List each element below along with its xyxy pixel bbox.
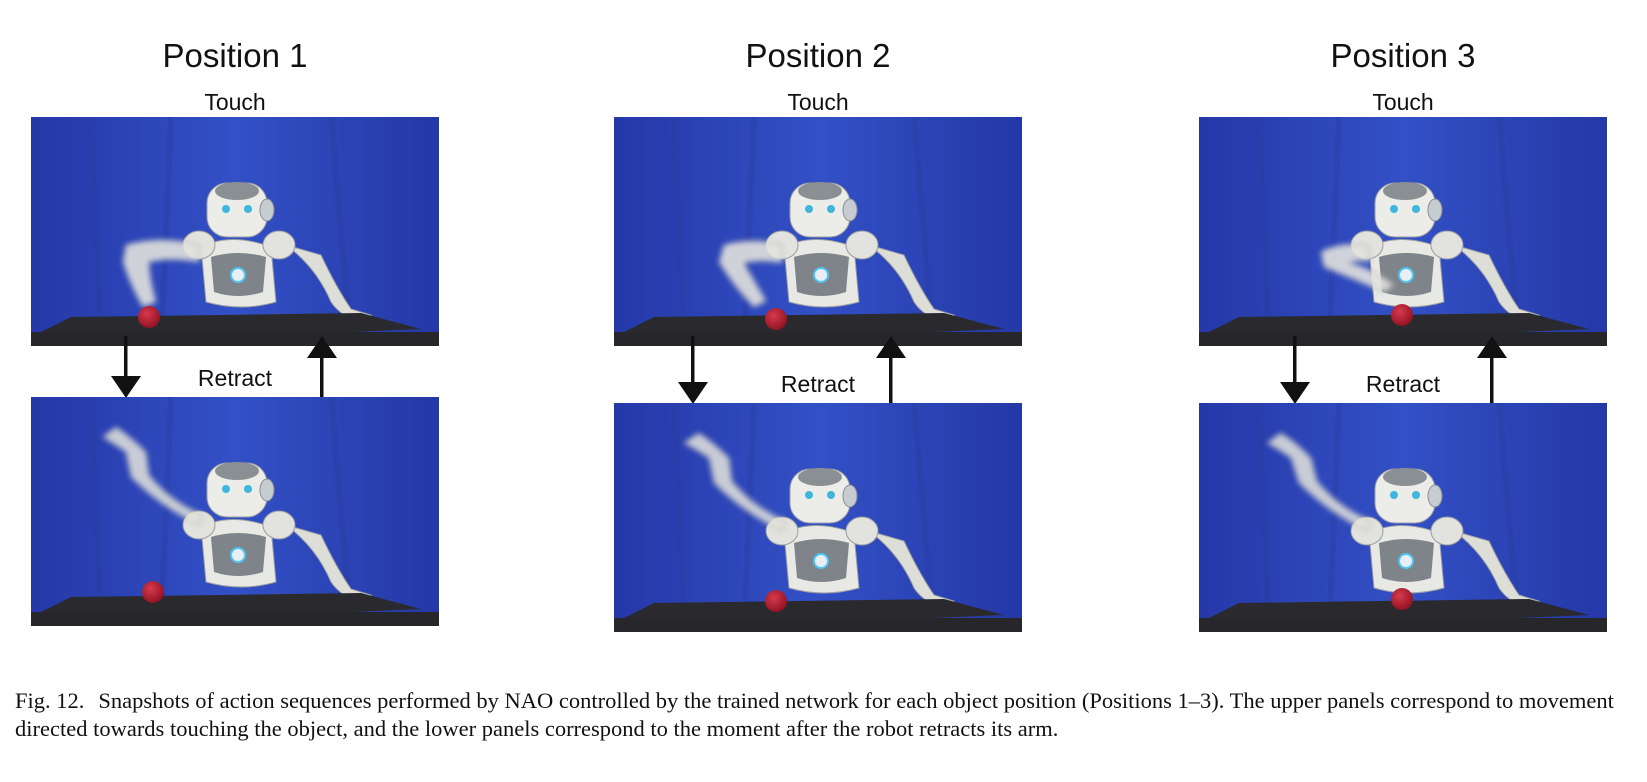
retract-label: Retract [1365,371,1441,397]
down-arrow-icon [1278,336,1312,404]
retract-photo [31,397,439,626]
position-title: Position 2 [745,37,891,74]
down-arrow-icon [676,336,710,404]
position-3-column: Position 3 Touch Retract [1199,0,1607,660]
touch-label: Touch [1372,89,1434,115]
retract-photo [614,403,1022,632]
figure-caption: Fig. 12. Snapshots of action sequences pe… [15,687,1640,743]
caption-text: Snapshots of action sequences performed … [15,688,1614,741]
position-title: Position 1 [162,37,308,74]
touch-label: Touch [204,89,266,115]
position-1-column: Position 1 Touch Retract [31,0,439,660]
down-arrow-icon [109,336,143,398]
position-title: Position 3 [1330,37,1476,74]
retract-label: Retract [780,371,856,397]
retract-photo [1199,403,1607,632]
touch-photo [1199,117,1607,346]
touch-photo [614,117,1022,346]
up-arrow-icon [305,336,339,398]
position-2-column: Position 2 Touch Retract [614,0,1022,660]
up-arrow-icon [1475,336,1509,404]
touch-label: Touch [787,89,849,115]
retract-label: Retract [197,365,273,391]
figure-number: Fig. 12. [15,688,85,713]
up-arrow-icon [874,336,908,404]
touch-photo [31,117,439,346]
